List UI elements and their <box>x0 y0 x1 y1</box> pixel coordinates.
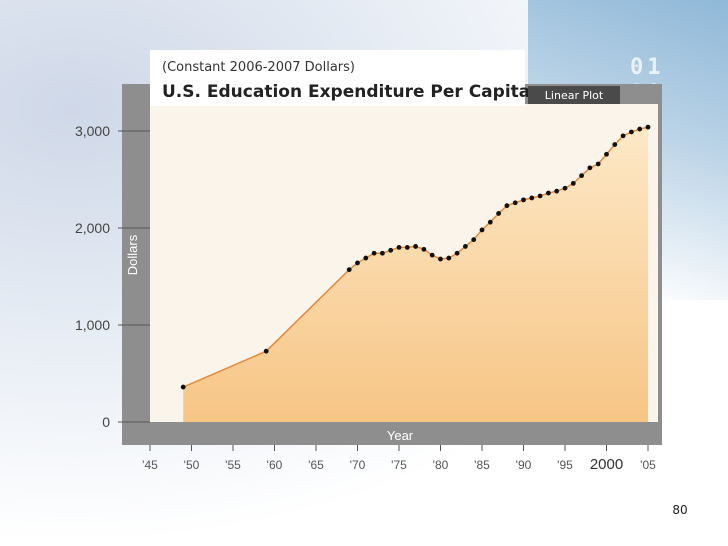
data-point <box>537 193 543 199</box>
x-tick-label: '05 <box>640 458 656 472</box>
y-tick-label: 0 <box>102 414 110 430</box>
x-tick-label: '55 <box>225 458 241 472</box>
data-point <box>413 244 418 249</box>
data-point <box>404 245 410 250</box>
data-point <box>263 348 269 354</box>
data-point <box>487 219 493 225</box>
title-panel <box>150 50 525 106</box>
data-point <box>504 203 510 209</box>
data-point <box>355 260 360 266</box>
data-point <box>512 200 518 206</box>
plot-type-tag: Linear Plot <box>528 86 620 104</box>
slide-number: 80 <box>672 503 688 517</box>
y-tick-label: 3,000 <box>75 123 110 139</box>
area-fill <box>183 127 648 422</box>
x-tick-label: 2000 <box>590 456 623 473</box>
data-point <box>579 173 584 179</box>
data-point <box>620 133 626 139</box>
data-point <box>438 256 443 262</box>
chart-title: U.S. Education Expenditure Per Capita <box>162 82 531 102</box>
y-axis-label: Dollars <box>125 234 140 275</box>
data-point <box>529 195 535 201</box>
data-point <box>363 255 369 261</box>
data-point <box>429 252 435 258</box>
data-point <box>421 246 427 252</box>
data-point <box>570 180 576 186</box>
data-point <box>637 126 643 132</box>
data-point <box>388 247 394 253</box>
x-tick-label: '80 <box>433 458 449 472</box>
x-tick-label: '45 <box>142 458 158 472</box>
data-point <box>546 190 551 196</box>
data-point <box>479 227 485 233</box>
x-tick-label: '65 <box>308 458 324 472</box>
x-tick-label: '70 <box>350 458 366 472</box>
data-point <box>463 244 468 249</box>
data-points <box>180 124 651 390</box>
data-point <box>629 129 634 135</box>
data-point <box>346 267 352 273</box>
x-tick-label: '60 <box>267 458 283 472</box>
data-point <box>396 245 402 250</box>
data-point <box>562 185 568 191</box>
data-point <box>496 211 501 216</box>
data-point <box>521 197 526 203</box>
y-tick-label: 1,000 <box>75 317 110 333</box>
data-point <box>612 142 618 147</box>
data-point <box>380 250 385 256</box>
x-axis-ticks: '45 '50 '55 '60 '65 '70 '75 '80 '85 '90 '95 2000 '05 <box>142 445 656 473</box>
data-point <box>554 188 560 194</box>
x-axis-label: Year <box>387 428 414 443</box>
data-point <box>371 250 377 256</box>
data-point <box>595 161 601 167</box>
chart-subtitle: (Constant 2006-2007 Dollars) <box>162 60 355 75</box>
data-point <box>587 165 593 171</box>
data-point <box>604 151 609 157</box>
data-point <box>454 250 460 256</box>
x-tick-label: '75 <box>391 458 407 472</box>
data-point <box>645 124 651 130</box>
data-point <box>471 237 477 243</box>
x-tick-label: '95 <box>557 458 573 472</box>
data-point <box>446 255 452 261</box>
x-tick-label: '85 <box>474 458 490 472</box>
y-axis-ticks: 0 1,000 2,000 3,000 <box>75 123 150 430</box>
y-tick-label: 2,000 <box>75 220 110 236</box>
x-tick-label: '50 <box>184 458 200 472</box>
data-point <box>180 384 186 390</box>
x-tick-label: '90 <box>516 458 532 472</box>
